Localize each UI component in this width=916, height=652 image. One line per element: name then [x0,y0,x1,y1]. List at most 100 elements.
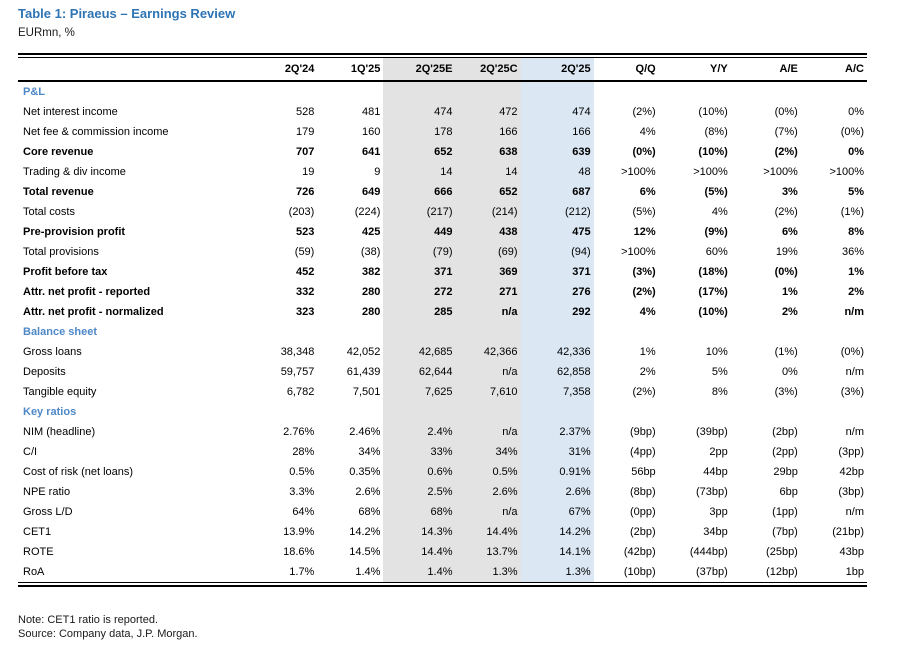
row-label: RoA [23,566,45,578]
value-cell: 62,858 [520,362,594,382]
value-cell: 179 [295,126,315,138]
value-cell: 474 [520,102,594,122]
value-cell: (1%) [774,346,798,358]
value-cell: (3%) [840,386,864,398]
row-label: Trading & div income [23,166,126,178]
value-cell: (2%) [632,286,656,298]
section-empty-cell [383,81,456,102]
value-cell: (2bp) [772,426,798,438]
value-cell: 481 [362,106,381,118]
value-cell: (1pp) [772,506,798,518]
value-cell: 0% [781,366,798,378]
table-row: Core revenue 707 641 652 638 639 (0%) (10%) (2%)… [18,142,867,162]
value-cell: 475 [520,222,594,242]
value-cell: 34bp [703,526,728,538]
section-empty-cell [594,402,659,422]
row-label: Attr. net profit - reported [23,286,151,298]
value-cell: 1.7% [289,566,315,578]
value-cell: 0.35% [349,466,381,478]
column-header: 2Q'25E [383,57,456,82]
value-cell: (8bp) [630,486,656,498]
value-cell: 68% [383,502,456,522]
value-cell: (10%) [698,146,728,158]
table-row: Net fee & commission income 179 160 178 166 1… [18,122,867,142]
section-empty-cell [248,81,317,102]
column-header: A/C [800,57,867,82]
value-cell: (203) [288,206,315,218]
section-empty-cell [520,402,594,422]
value-cell: 18.6% [283,546,315,558]
value-cell: n/m [844,306,864,318]
value-cell: 472 [455,102,521,122]
table-row: C/I 28% 34% 33% 34% 31% (4pp) 2pp (2pp) (3pp) [18,442,867,462]
table-row: Trading & div income 19 9 14 14 48 >100% >100% >… [18,162,867,182]
value-cell: 707 [295,146,315,158]
table-row: Gross loans 38,348 42,052 42,685 42,366 42,33… [18,342,867,362]
table-row: Total provisions (59) (38) (79) (69) (94) >100… [18,242,867,262]
value-cell: 4% [639,306,656,318]
value-cell: (2pp) [772,446,798,458]
section-title: Balance sheet [23,326,97,338]
value-cell: (5%) [632,206,656,218]
value-cell: 638 [455,142,521,162]
earnings-table-container: 2Q'24 1Q'25 2Q'25E 2Q'25C 2Q'25 Q/Q Y/Y A/E A/C … [18,53,867,587]
section-empty-cell [594,81,659,102]
value-cell: (17%) [698,286,728,298]
value-cell: >100% [621,166,656,178]
value-cell: 639 [520,142,594,162]
value-cell: 687 [520,182,594,202]
value-cell: (2%) [774,146,798,158]
value-cell: 371 [383,262,456,282]
value-cell: 36% [841,246,864,258]
value-cell: (37bp) [695,566,728,578]
value-cell: >100% [829,166,864,178]
value-cell: 1% [848,266,864,278]
value-cell: 42,052 [346,346,381,358]
value-cell: 19 [302,166,315,178]
value-cell: 64% [292,506,315,518]
section-empty-cell [659,402,731,422]
column-header: A/E [730,57,801,82]
value-cell: (0%) [774,266,798,278]
value-cell: (38) [360,246,381,258]
section-empty-cell [317,402,383,422]
value-cell: 42bp [839,466,864,478]
value-cell: 14.4% [455,522,521,542]
value-cell: 2.6% [455,482,521,502]
value-cell: >100% [621,246,656,258]
value-cell: 0% [848,146,864,158]
value-cell: 59,757 [280,366,315,378]
value-cell: 29bp [773,466,798,478]
earnings-table: 2Q'24 1Q'25 2Q'25E 2Q'25C 2Q'25 Q/Q Y/Y A/E A/C … [18,57,867,583]
row-label: C/I [23,446,38,458]
value-cell: (3%) [774,386,798,398]
value-cell: 12% [633,226,656,238]
value-cell: 666 [383,182,456,202]
table-row: ROTE 18.6% 14.5% 14.4% 13.7% 14.1% (42bp) (444b… [18,542,867,562]
section-empty-cell [520,322,594,342]
value-cell: 0% [848,106,864,118]
value-cell: 7,358 [520,382,594,402]
section-title: Key ratios [23,406,77,418]
value-cell: 4% [711,206,728,218]
value-cell: n/a [455,502,521,522]
value-cell: (2%) [632,106,656,118]
value-cell: 5% [848,186,864,198]
value-cell: n/a [455,362,521,382]
section-empty-cell [455,322,521,342]
table-header-row: 2Q'24 1Q'25 2Q'25E 2Q'25C 2Q'25 Q/Q Y/Y A/E A/C [18,57,867,82]
value-cell: n/m [845,366,864,378]
value-cell: (39bp) [695,426,728,438]
value-cell: 0.6% [383,462,456,482]
section-header-row: Key ratios [18,402,867,422]
value-cell: (2%) [774,206,798,218]
value-cell: 13.9% [283,526,315,538]
section-empty-cell [731,81,801,102]
table-row: NPE ratio 3.3% 2.6% 2.5% 2.6% 2.6% (8bp) (73bp)… [18,482,867,502]
footnotes: Note: CET1 ratio is reported. Source: Co… [18,613,898,641]
value-cell: 14.2% [520,522,594,542]
row-label: Net interest income [23,106,118,118]
value-cell: 1.4% [383,562,456,583]
section-empty-cell [455,81,521,102]
value-cell: 2% [781,306,798,318]
